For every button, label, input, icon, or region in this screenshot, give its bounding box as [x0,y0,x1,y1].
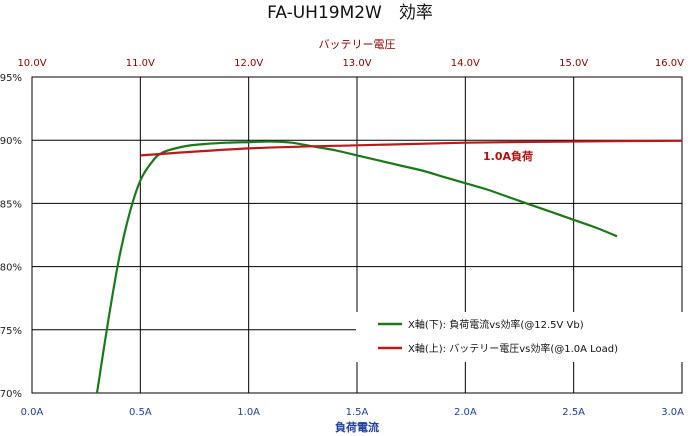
top-tick-label: 11.0V [126,58,155,69]
bottom-tick-label: 0.5A [129,407,152,418]
tick-labels: 0.0A 0.5A 1.0A 1.5A 2.0A 2.5A 3.0A 10.0V 11.0V 12… [0,58,684,418]
y-tick-label: 90% [0,136,22,147]
top-tick-label: 13.0V [342,58,371,69]
y-tick-label: 70% [0,389,22,400]
load-annotation: 1.0A負荷 [483,149,533,163]
bottom-tick-label: 0.0A [21,407,44,418]
bottom-axis-label: 負荷電流 [335,420,379,434]
top-axis-label: バッテリー電圧 [319,38,396,51]
top-tick-label: 15.0V [559,58,588,69]
bottom-tick-label: 2.5A [562,407,585,418]
chart-title: FA-UH19M2W 効率 [267,3,433,23]
series-line-load-current [95,140,618,394]
y-tick-label: 85% [0,199,22,210]
y-tick-label: 80% [0,263,22,274]
top-tick-label: 14.0V [451,58,480,69]
y-tick-label: 75% [0,326,22,337]
legend-label: X軸(上): バッテリー電圧vs効率(@1.0A Load) [408,342,618,355]
series-lines [95,139,683,394]
top-tick-label: 16.0V [655,58,684,69]
legend-box [356,312,696,362]
y-tick-label: 95% [0,73,22,84]
series-line-battery-voltage [140,139,683,157]
bottom-tick-label: 1.5A [346,407,369,418]
top-tick-label: 12.0V [234,58,263,69]
legend: X軸(下): 負荷電流vs効率(@12.5V Vb) X軸(上): バッテリー電圧… [356,312,696,362]
bottom-tick-label: 2.0A [454,407,477,418]
top-tick-label: 10.0V [17,58,46,69]
bottom-tick-label: 1.0A [237,407,260,418]
legend-label: X軸(下): 負荷電流vs効率(@12.5V Vb) [408,318,584,331]
bottom-tick-label: 3.0A [661,407,684,418]
